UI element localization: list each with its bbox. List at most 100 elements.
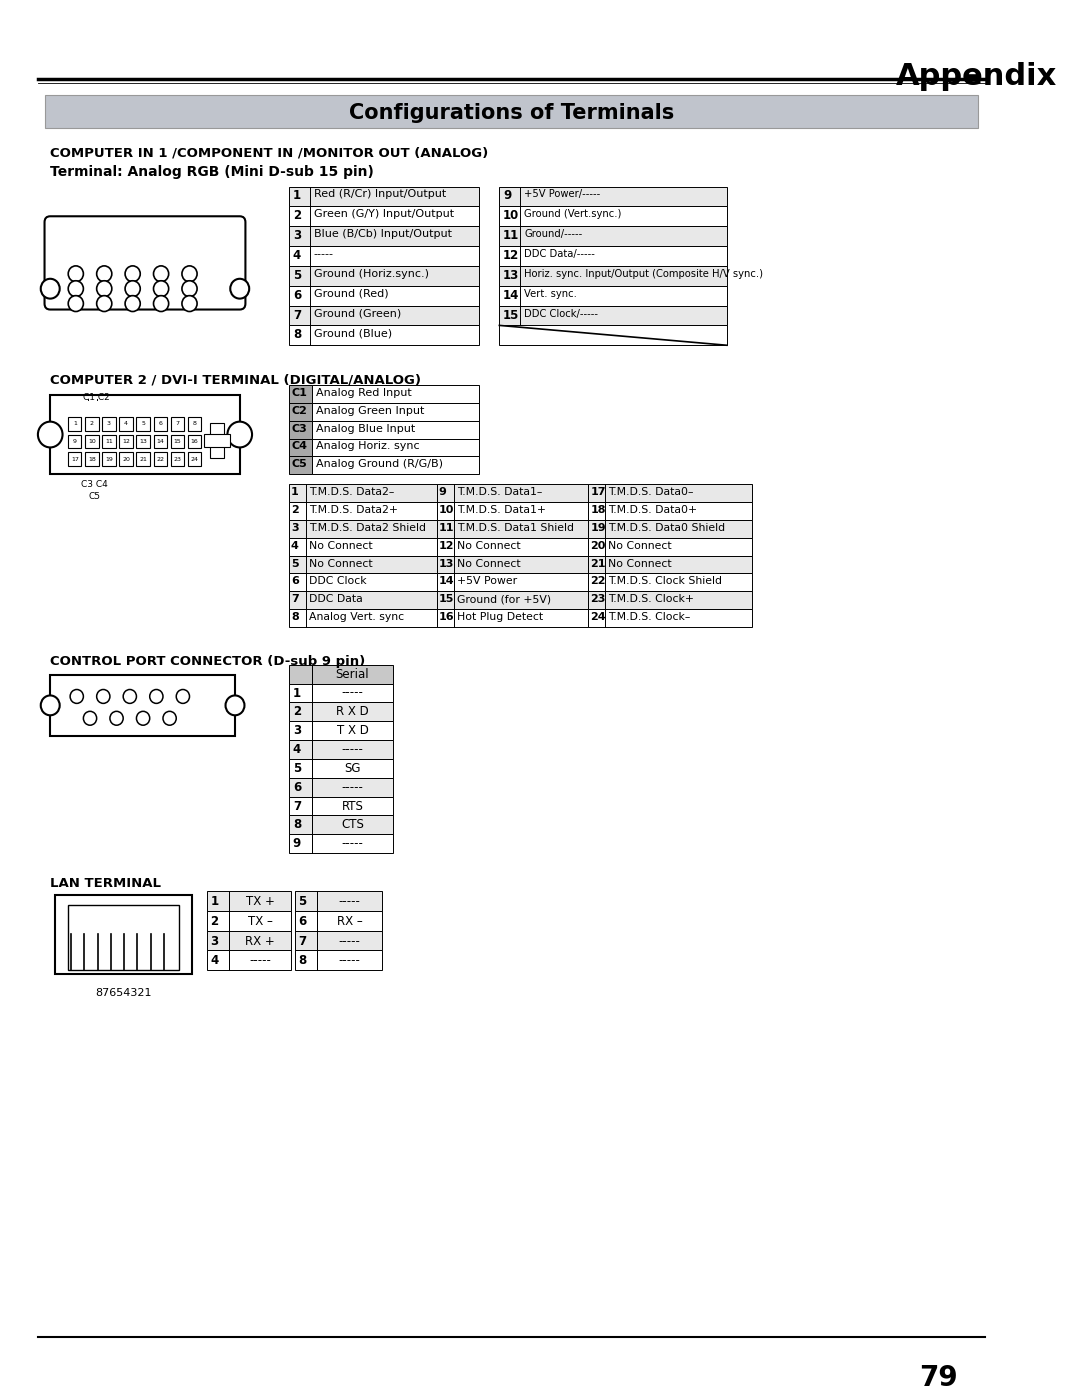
Text: 6: 6 — [298, 915, 307, 928]
Bar — [312, 683, 393, 703]
Bar — [171, 416, 184, 430]
Bar — [85, 416, 98, 430]
Bar — [68, 905, 179, 971]
Text: -----: ----- — [341, 686, 364, 700]
Text: 12: 12 — [503, 249, 519, 263]
Text: Ground (Blue): Ground (Blue) — [313, 328, 392, 338]
Circle shape — [125, 265, 140, 282]
Text: DDC Clock: DDC Clock — [309, 577, 366, 587]
Text: 10: 10 — [438, 504, 454, 515]
Text: Analog Ground (R/G/B): Analog Ground (R/G/B) — [315, 460, 443, 469]
Bar — [289, 520, 436, 538]
Bar — [229, 930, 291, 950]
Text: 16: 16 — [190, 439, 198, 444]
Text: 5: 5 — [298, 895, 307, 908]
Bar — [589, 573, 753, 591]
Bar — [153, 453, 166, 467]
Text: CONTROL PORT CONNECTOR (D-sub 9 pin): CONTROL PORT CONNECTOR (D-sub 9 pin) — [51, 655, 365, 668]
Text: No Connect: No Connect — [457, 559, 521, 569]
Text: TX +: TX + — [245, 895, 274, 908]
Circle shape — [68, 296, 83, 312]
Text: 9: 9 — [503, 190, 512, 203]
Text: 7: 7 — [293, 309, 301, 321]
Bar — [289, 834, 312, 854]
Text: 4: 4 — [293, 743, 301, 756]
Text: LAN TERMINAL: LAN TERMINAL — [51, 877, 161, 890]
Bar — [499, 207, 727, 226]
Bar — [136, 416, 150, 430]
Bar — [289, 420, 312, 439]
Text: 6: 6 — [291, 577, 299, 587]
Text: T.M.D.S. Data1–: T.M.D.S. Data1– — [457, 488, 542, 497]
Text: C4: C4 — [292, 441, 308, 451]
Text: 8: 8 — [293, 328, 301, 341]
Bar — [289, 207, 478, 226]
Text: -----: ----- — [339, 954, 361, 967]
Bar — [171, 434, 184, 448]
Text: R X D: R X D — [336, 705, 369, 718]
Text: Analog Horiz. sync: Analog Horiz. sync — [315, 441, 419, 451]
Text: 9: 9 — [72, 439, 77, 444]
Bar — [312, 759, 393, 778]
Bar — [499, 326, 727, 345]
Circle shape — [181, 265, 197, 282]
Bar — [589, 485, 753, 502]
Bar — [289, 246, 478, 265]
Bar — [171, 453, 184, 467]
Bar — [318, 930, 382, 950]
Text: C3 C4: C3 C4 — [81, 481, 107, 489]
Text: Ground (for +5V): Ground (for +5V) — [457, 594, 551, 605]
Text: Green (G/Y) Input/Output: Green (G/Y) Input/Output — [313, 210, 454, 219]
Text: T.M.D.S. Clock Shield: T.M.D.S. Clock Shield — [608, 577, 723, 587]
Bar — [312, 665, 393, 683]
Bar — [289, 226, 478, 246]
Text: T.M.D.S. Data2–: T.M.D.S. Data2– — [309, 488, 394, 497]
Text: 1: 1 — [211, 895, 218, 908]
Text: Horiz. sync. Input/Output (Composite H/V sync.): Horiz. sync. Input/Output (Composite H/V… — [524, 268, 762, 279]
Bar — [120, 434, 133, 448]
Bar — [289, 265, 478, 286]
Text: 4: 4 — [293, 249, 301, 263]
Text: CTS: CTS — [341, 819, 364, 831]
Text: Vert. sync.: Vert. sync. — [524, 289, 577, 299]
Text: -----: ----- — [339, 895, 361, 908]
Text: 14: 14 — [438, 577, 455, 587]
Bar — [51, 675, 235, 736]
Bar — [289, 386, 312, 402]
Text: C2: C2 — [292, 405, 308, 416]
Text: 5: 5 — [293, 761, 301, 775]
Bar — [103, 453, 116, 467]
Bar — [589, 520, 753, 538]
Text: 3: 3 — [293, 724, 301, 738]
Text: Analog Green Input: Analog Green Input — [315, 405, 424, 416]
Text: RX +: RX + — [245, 935, 275, 947]
Bar — [312, 703, 393, 721]
Text: No Connect: No Connect — [608, 541, 672, 550]
FancyBboxPatch shape — [44, 217, 245, 310]
Text: T X D: T X D — [337, 724, 368, 738]
Bar — [289, 683, 312, 703]
Bar — [499, 306, 727, 326]
Text: 6: 6 — [293, 289, 301, 302]
Text: Blue (B/Cb) Input/Output: Blue (B/Cb) Input/Output — [313, 229, 451, 239]
Text: Configurations of Terminals: Configurations of Terminals — [349, 102, 674, 123]
Text: 18: 18 — [89, 457, 96, 462]
Bar — [85, 453, 98, 467]
Text: Red (R/Cr) Input/Output: Red (R/Cr) Input/Output — [313, 190, 446, 200]
Bar — [289, 609, 436, 627]
Text: 11: 11 — [503, 229, 519, 242]
Text: RTS: RTS — [341, 799, 364, 813]
Text: 23: 23 — [173, 457, 181, 462]
Bar — [436, 502, 589, 520]
Text: Analog Vert. sync: Analog Vert. sync — [309, 612, 404, 622]
Circle shape — [96, 265, 112, 282]
Circle shape — [230, 279, 249, 299]
Text: 3: 3 — [291, 522, 298, 532]
Bar — [229, 950, 291, 971]
Text: 20: 20 — [122, 457, 130, 462]
Text: T.M.D.S. Data2+: T.M.D.S. Data2+ — [309, 504, 397, 515]
Circle shape — [125, 281, 140, 296]
Text: Hot Plug Detect: Hot Plug Detect — [457, 612, 543, 622]
Bar — [436, 520, 589, 538]
Bar — [312, 778, 393, 796]
